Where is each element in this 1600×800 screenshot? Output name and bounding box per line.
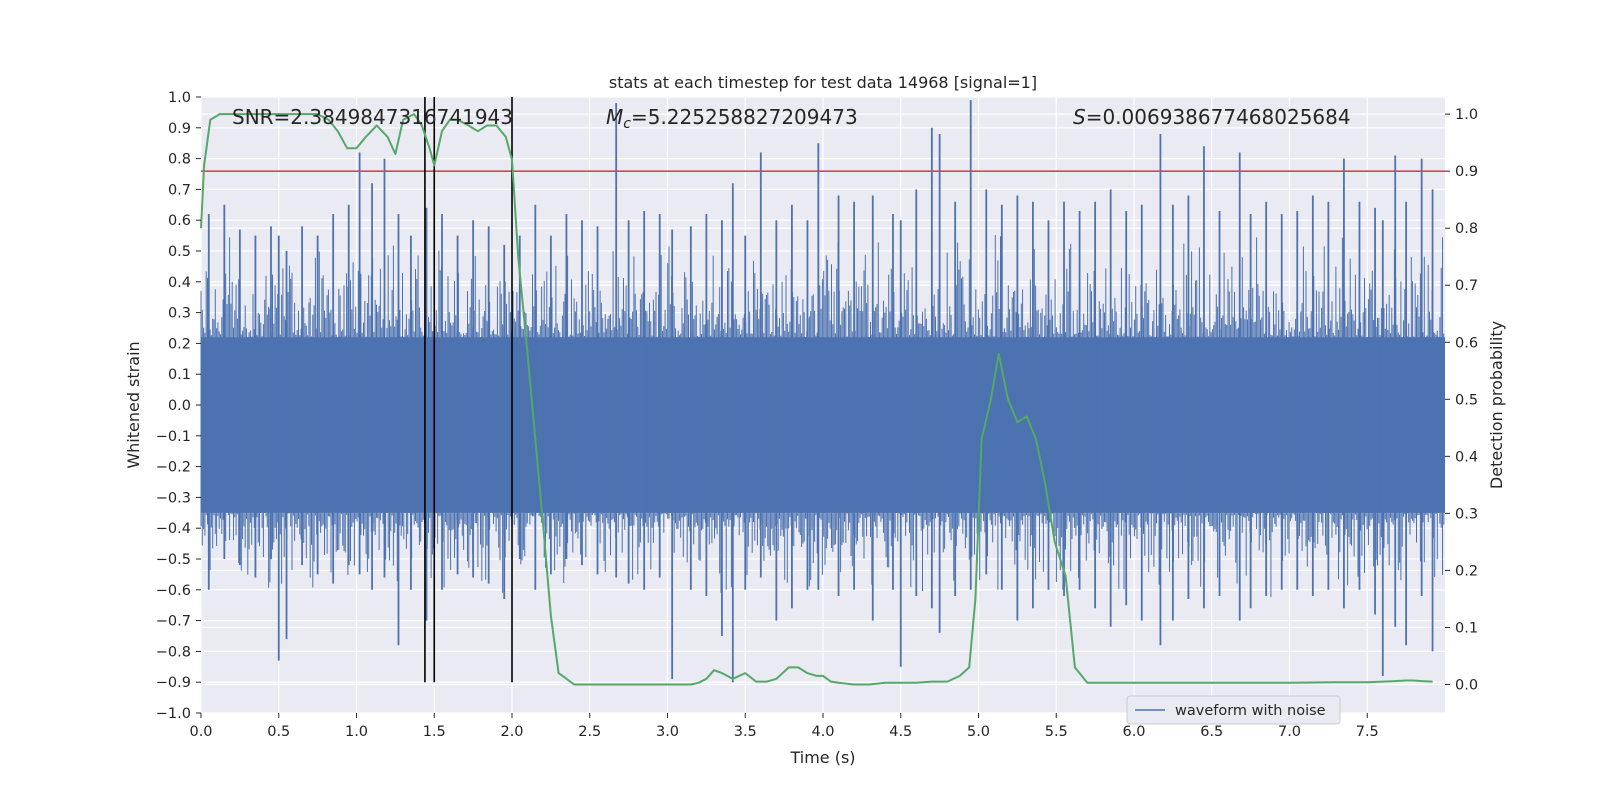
chart-title: stats at each timestep for test data 149… (609, 73, 1037, 92)
y-tick-label: −0.8 (156, 644, 191, 660)
detection-probability-line (200, 113, 1433, 686)
x-tick-label: 4.5 (889, 724, 912, 740)
y2-tick-label: 0.8 (1455, 221, 1478, 237)
x-tick-label: 3.5 (734, 724, 757, 740)
s-symbol: S (1073, 105, 1086, 129)
y-tick-label: 0.2 (168, 336, 191, 352)
x-tick-label: 1.0 (345, 724, 368, 740)
y-tick-label: 0.0 (168, 398, 191, 414)
x-tick-label: 6.5 (1200, 724, 1223, 740)
y-tick-label: 0.9 (168, 121, 191, 137)
x-tick-label: 0.5 (267, 724, 290, 740)
y-tick-label: −0.6 (156, 583, 191, 599)
x-tick-label: 5.0 (967, 724, 990, 740)
waveform-dense-band (201, 337, 1445, 513)
y-tick-label: −0.7 (156, 614, 191, 630)
y2-tick-label: 1.0 (1455, 107, 1478, 123)
y-tick-label: 1.0 (168, 90, 191, 106)
y2-tick-label: 0.1 (1455, 620, 1478, 636)
x-tick-label: 7.5 (1356, 724, 1379, 740)
x-tick-label: 6.0 (1122, 724, 1145, 740)
y-tick-label: −0.5 (156, 552, 191, 568)
y2-tick-label: 0.7 (1455, 278, 1478, 294)
chirp-mass-value: =5.225258827209473 (631, 105, 858, 129)
y2-axis-title: Detection probability (1487, 321, 1506, 489)
y-tick-label: −0.9 (156, 675, 191, 691)
y-tick-label: −0.1 (156, 429, 191, 445)
y-tick-label: 0.4 (168, 275, 191, 291)
x-axis-title: Time (s) (789, 748, 855, 767)
x-tick-label: 3.0 (656, 724, 679, 740)
x-tick-label: 2.5 (578, 724, 601, 740)
x-tick-label: 4.0 (811, 724, 834, 740)
y2-tick-label: 0.5 (1455, 392, 1478, 408)
legend-box (1126, 695, 1341, 725)
y2-tick-label: 0.0 (1455, 677, 1478, 693)
legend-label: waveform with noise (1175, 703, 1326, 719)
y2-tick-label: 0.9 (1455, 164, 1478, 180)
axes: 0.0 0.5 1.0 1.5 2.0 2.5 3.0 3.5 4.0 4.5 5.0 5.5 6.0 6… (156, 90, 1478, 740)
snr-annotation: SNR=2.3849847316741943 (232, 105, 513, 129)
s-value: =0.006938677468025684 (1086, 105, 1351, 129)
y2-tick-label: 0.3 (1455, 506, 1478, 522)
y-tick-label: −0.4 (156, 521, 191, 537)
legend: waveform with noise (1126, 695, 1341, 725)
y2-tick-label: 0.2 (1455, 563, 1478, 579)
x-tick-label: 7.0 (1278, 724, 1301, 740)
y-tick-label: 0.6 (168, 213, 191, 229)
waveform-line (200, 100, 1445, 683)
x-tick-label: 0.0 (189, 724, 212, 740)
y-tick-label: 0.5 (168, 244, 191, 260)
chirp-mass-symbol: M (606, 105, 623, 129)
y2-tick-label: 0.6 (1455, 335, 1478, 351)
y-tick-label: −1.0 (156, 706, 191, 722)
x-tick-label: 1.5 (423, 724, 446, 740)
y-tick-label: −0.3 (156, 490, 191, 506)
y-tick-label: −0.2 (156, 460, 191, 476)
x-tick-label: 2.0 (500, 724, 523, 740)
y-tick-label: 0.8 (168, 152, 191, 168)
plot-marks (200, 97, 1445, 686)
y-tick-label: 0.1 (168, 367, 191, 383)
x-tick-label: 5.5 (1045, 724, 1068, 740)
y-tick-label: 0.3 (168, 306, 191, 322)
chirp-mass-annotation: Mc=5.225258827209473 (606, 105, 858, 132)
y-axis-title: Whitened strain (124, 341, 143, 468)
y2-tick-label: 0.4 (1455, 449, 1478, 465)
chirp-mass-subscript: c (623, 116, 631, 132)
y-tick-label: 0.7 (168, 182, 191, 198)
s-annotation: S=0.006938677468025684 (1073, 105, 1351, 129)
